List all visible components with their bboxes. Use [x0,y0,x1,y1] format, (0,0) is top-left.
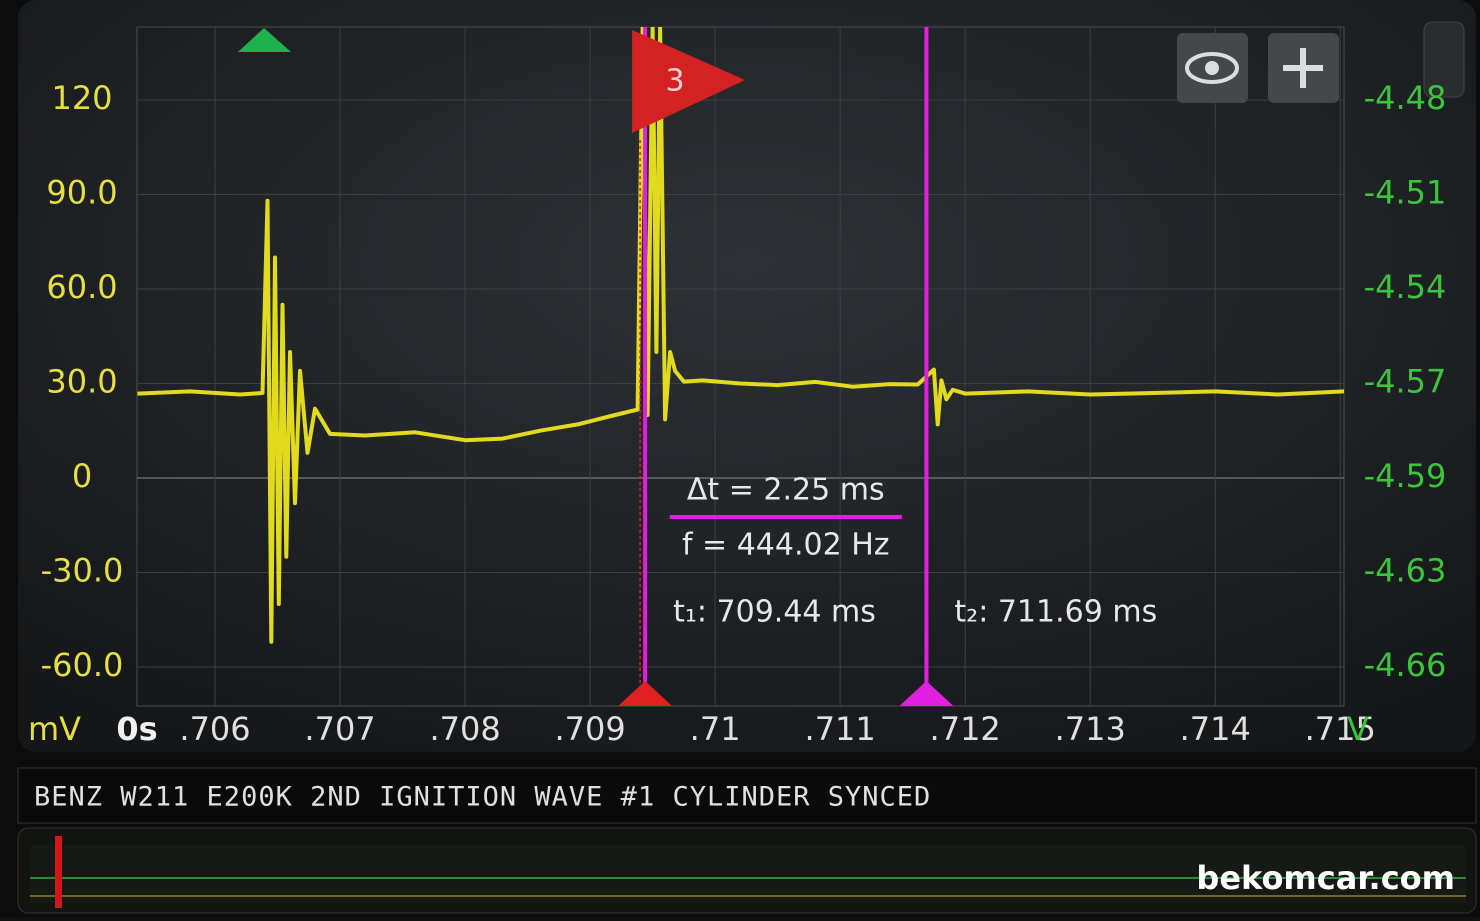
trigger-marker [238,28,291,52]
screen [18,0,1476,752]
flag-label: 3 [666,64,685,99]
x-tick-label: .709 [554,710,625,748]
x-tick-label: .713 [1055,710,1126,748]
grid [137,27,1344,706]
x-tick-label: .715 [1305,710,1376,748]
y-tick-label: 120 [51,79,112,117]
waveform [137,27,1344,644]
plot-border [136,26,1345,707]
eye-icon [1185,52,1239,84]
cursor-flag [632,30,746,133]
side-handle[interactable] [1423,21,1465,98]
y2-unit: V [1347,710,1369,748]
plus-icon [1283,48,1323,88]
cursor-handle [899,681,954,706]
delta-label: Δt = 2.25 ms [687,473,885,508]
y-tick-label: 90.0 [46,174,117,212]
y2-tick-label: -4.57 [1364,363,1447,401]
freq-label: f = 444.02 Hz [682,528,890,563]
chart-title: BENZ W211 E200K 2ND IGNITION WAVE #1 CYL… [34,782,931,813]
x-tick-label: .71 [690,710,741,748]
cursor-label: t₂: 711.69 ms [954,595,1157,630]
x-tick-label: .706 [179,710,250,748]
x-tick-label: .712 [930,710,1001,748]
y2-tick-label: -4.66 [1364,646,1447,684]
x-tick-label: .714 [1180,710,1251,748]
y-tick-label: 30.0 [46,363,117,401]
x-tick-label: .708 [429,710,500,748]
overview-wave [30,845,1466,903]
y-tick-label: 60.0 [46,268,117,306]
y-tick-label: -30.0 [41,551,124,589]
y2-tick-label: -4.59 [1364,457,1447,495]
y2-tick-label: -4.48 [1364,79,1447,117]
y2-tick-label: -4.51 [1364,174,1447,212]
y2-tick-label: -4.54 [1364,268,1447,306]
overview-cursor[interactable] [55,836,62,908]
y-unit: mV [28,710,81,748]
y2-tick-label: -4.63 [1364,551,1447,589]
x-start-label: 0s [116,710,157,748]
cursor-label: t₁: 709.44 ms [673,595,876,630]
cursor-handle [618,681,673,706]
x-tick-label: .707 [304,710,375,748]
eye-pupil [1205,61,1219,75]
trace-area [137,27,1344,644]
y-tick-label: -60.0 [41,646,124,684]
y-tick-label: 0 [72,457,92,495]
watermark: bekomcar.com [1196,859,1455,897]
x-tick-label: .711 [805,710,876,748]
title-bar [17,767,1477,824]
